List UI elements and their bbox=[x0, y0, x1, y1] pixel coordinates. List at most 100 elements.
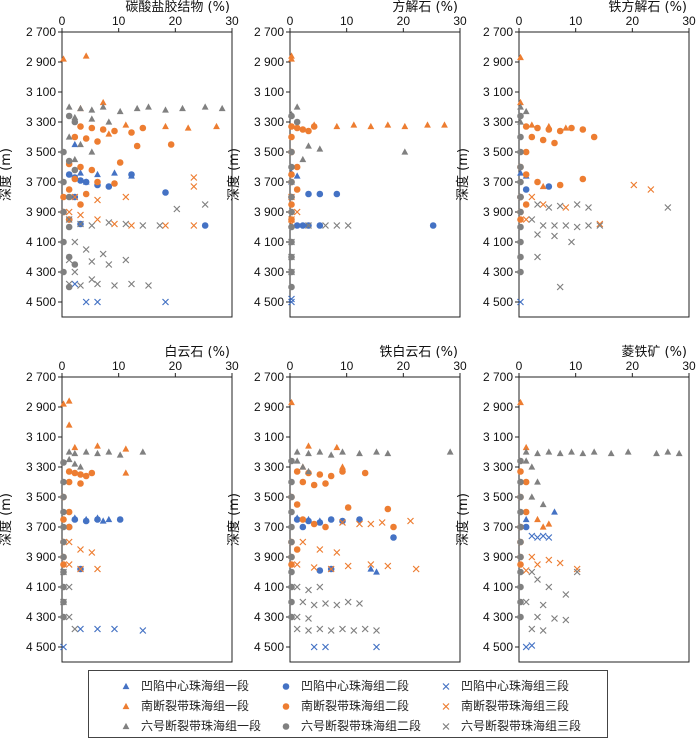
data-point bbox=[305, 190, 312, 198]
data-point bbox=[401, 122, 409, 130]
data-point bbox=[139, 627, 147, 634]
legend-item: 六号断裂带珠海组一段 bbox=[119, 717, 261, 734]
data-point bbox=[94, 216, 101, 223]
data-point bbox=[288, 112, 295, 120]
y-tick-label: 3 900 bbox=[483, 550, 513, 564]
data-point bbox=[60, 208, 67, 216]
data-point bbox=[545, 183, 553, 190]
data-point bbox=[288, 148, 295, 156]
y-tick-label: 2 900 bbox=[483, 400, 513, 414]
data-point bbox=[350, 627, 358, 634]
data-point bbox=[82, 178, 90, 186]
data-point bbox=[190, 174, 198, 181]
data-point bbox=[401, 148, 409, 155]
x-tick-label: 10 bbox=[569, 359, 583, 373]
data-point bbox=[522, 186, 530, 193]
data-point bbox=[562, 204, 570, 211]
data-point bbox=[556, 127, 564, 135]
legend-cross-icon bbox=[442, 722, 450, 730]
data-point bbox=[71, 193, 79, 201]
data-point bbox=[551, 508, 558, 515]
data-point bbox=[82, 298, 90, 306]
data-point bbox=[60, 643, 67, 651]
legend-item: 六号断裂带珠海组三段 bbox=[439, 717, 581, 734]
legend-label: 六号断裂带珠海组一段 bbox=[141, 719, 262, 733]
data-point bbox=[517, 553, 524, 561]
legend-cross-icon bbox=[442, 702, 450, 710]
data-point bbox=[65, 216, 73, 223]
data-point bbox=[590, 133, 598, 141]
data-point bbox=[60, 508, 67, 516]
data-point bbox=[82, 472, 90, 480]
x-tick-label: 20 bbox=[397, 359, 411, 373]
y-tick-label: 3 100 bbox=[483, 430, 513, 444]
data-point bbox=[288, 171, 295, 178]
data-point bbox=[218, 104, 226, 112]
data-point bbox=[562, 222, 570, 229]
legend-item: 六号断裂带珠海组二段 bbox=[279, 717, 421, 734]
data-point bbox=[568, 124, 575, 132]
data-point bbox=[65, 523, 73, 531]
y-tick-label: 4 500 bbox=[254, 640, 284, 654]
data-point bbox=[162, 106, 169, 113]
data-point bbox=[288, 283, 295, 291]
data-point bbox=[339, 468, 346, 475]
data-point bbox=[316, 222, 324, 229]
data-point bbox=[528, 133, 536, 141]
data-point bbox=[517, 583, 524, 591]
data-point bbox=[316, 190, 324, 198]
data-point bbox=[88, 124, 96, 132]
legend-triangle-icon bbox=[122, 702, 130, 709]
legend-marker bbox=[122, 702, 130, 709]
y-tick-label: 2 900 bbox=[483, 55, 513, 69]
data-point bbox=[339, 517, 346, 525]
data-point bbox=[545, 520, 553, 527]
data-point bbox=[77, 140, 84, 148]
data-point bbox=[288, 457, 295, 465]
data-point bbox=[179, 104, 186, 112]
data-point bbox=[545, 583, 553, 591]
data-point bbox=[344, 562, 352, 570]
data-point bbox=[562, 124, 570, 131]
x-tick-label: 10 bbox=[112, 359, 126, 373]
data-point bbox=[551, 139, 558, 147]
legend-label: 凹陷中心珠海组二段 bbox=[301, 679, 410, 693]
chart-title: 方解石 (%) bbox=[392, 0, 458, 15]
data-point bbox=[528, 121, 536, 128]
x-tick-label: 20 bbox=[169, 14, 183, 28]
data-point bbox=[327, 451, 335, 458]
data-point bbox=[60, 538, 67, 546]
data-point bbox=[624, 448, 632, 455]
data-point bbox=[545, 126, 553, 133]
data-point bbox=[528, 493, 536, 500]
y-tick-label: 3 900 bbox=[26, 550, 56, 564]
data-point bbox=[60, 613, 67, 621]
data-point bbox=[429, 222, 437, 229]
data-point bbox=[316, 519, 324, 526]
y-tick-label: 3 900 bbox=[254, 550, 284, 564]
y-axis-label: 深度 (m) bbox=[455, 148, 471, 201]
data-point bbox=[528, 463, 536, 470]
y-tick-label: 3 700 bbox=[254, 520, 284, 534]
data-point bbox=[299, 222, 307, 229]
data-point bbox=[293, 501, 301, 508]
data-point bbox=[522, 478, 530, 486]
data-point bbox=[562, 591, 570, 598]
x-tick-label: 20 bbox=[169, 359, 183, 373]
data-point bbox=[60, 400, 67, 407]
data-point bbox=[573, 201, 581, 208]
y-tick-label: 3 300 bbox=[483, 460, 513, 474]
data-point bbox=[60, 568, 67, 576]
data-point bbox=[316, 625, 324, 633]
legend-marker bbox=[282, 682, 290, 690]
x-tick-label: 30 bbox=[225, 14, 239, 28]
y-tick-label: 3 500 bbox=[254, 490, 284, 504]
data-point bbox=[293, 625, 301, 633]
y-tick-label: 2 700 bbox=[483, 370, 513, 384]
legend-item: 南断裂带珠海组一段 bbox=[119, 697, 249, 714]
data-point bbox=[184, 124, 192, 131]
data-point bbox=[664, 448, 672, 455]
x-tick-label: 30 bbox=[682, 359, 696, 373]
chart-title: 白云石 (%) bbox=[164, 344, 230, 360]
